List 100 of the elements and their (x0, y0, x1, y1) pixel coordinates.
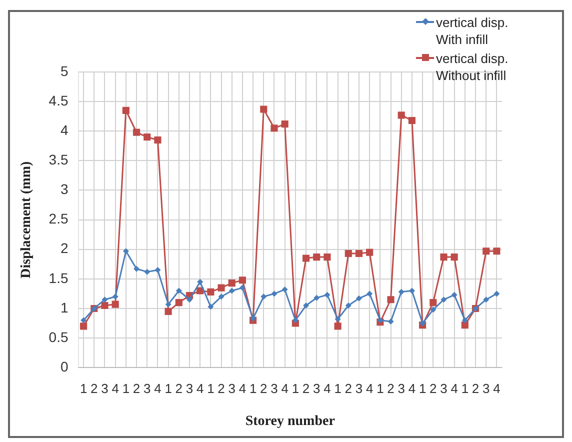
y-tick-label: 4 (60, 122, 68, 138)
x-tick-label: 3 (228, 380, 236, 396)
point (366, 290, 373, 297)
point (239, 284, 246, 291)
x-tick-label: 2 (90, 380, 98, 396)
x-tick-label: 4 (366, 380, 374, 396)
y-tick-label: 0.5 (48, 328, 68, 345)
point (80, 317, 87, 324)
point (292, 317, 298, 324)
point (132, 128, 140, 136)
x-tick-label: 4 (112, 380, 119, 396)
y-tick-label: 4.5 (48, 92, 68, 108)
point (112, 294, 118, 300)
point (387, 296, 394, 304)
point (122, 106, 130, 114)
y-tick-label: 3 (60, 181, 68, 198)
point (440, 296, 447, 303)
x-tick-label: 3 (312, 380, 320, 396)
x-tick-label: 1 (418, 380, 426, 396)
point (134, 266, 140, 272)
x-tick-label: 4 (408, 380, 416, 396)
x-tick-label: 3 (398, 380, 405, 396)
point (420, 320, 426, 326)
point (366, 248, 374, 256)
x-tick-label: 3 (101, 380, 108, 396)
y-tick-label: 5 (60, 62, 68, 79)
x-tick-label: 2 (218, 380, 225, 396)
y-tick-label: 3.5 (48, 152, 68, 168)
x-tick-label: 1 (249, 380, 257, 396)
x-tick-label: 2 (430, 380, 437, 396)
point (430, 306, 436, 313)
point (144, 133, 151, 141)
x-tick-label: 2 (344, 380, 352, 396)
point (313, 254, 320, 261)
x-tick-label: 2 (302, 380, 310, 396)
x-tick-label: 2 (175, 380, 183, 396)
point (356, 295, 362, 302)
x-tick-label: 2 (260, 380, 268, 396)
point (483, 296, 490, 303)
point (334, 316, 341, 322)
x-tick-label: 3 (270, 380, 278, 396)
point (197, 278, 204, 285)
point (493, 248, 500, 255)
point (450, 254, 458, 261)
point (175, 299, 182, 306)
x-tick-label: 2 (472, 380, 480, 396)
x-tick-label: 4 (154, 380, 162, 396)
x-tick-label: 3 (355, 380, 363, 396)
point (154, 136, 162, 144)
point (451, 292, 458, 298)
x-tick-label: 4 (450, 380, 458, 396)
point (324, 292, 330, 298)
x-tick-label: 1 (376, 380, 384, 396)
point (303, 302, 310, 309)
point (377, 317, 384, 324)
point (208, 304, 214, 310)
point (314, 294, 320, 301)
point (324, 254, 331, 261)
x-tick-label: 3 (440, 380, 448, 396)
y-tick-label: 1 (60, 299, 68, 316)
point (176, 288, 182, 294)
x-tick-label: 1 (207, 380, 214, 396)
point (461, 322, 468, 329)
x-tick-label: 4 (281, 380, 288, 396)
point (218, 294, 224, 300)
y-tick-label: 2 (60, 240, 68, 256)
point (271, 290, 278, 297)
point (440, 254, 448, 261)
point (228, 288, 235, 294)
x-tick-label: 1 (292, 380, 300, 396)
x-tick-label: 1 (122, 380, 130, 396)
point (218, 284, 225, 292)
point (494, 290, 500, 297)
point (102, 296, 108, 303)
x-tick-label: 4 (324, 380, 331, 396)
x-tick-label: 4 (238, 380, 246, 396)
y-tick-label: 2.5 (48, 210, 68, 227)
point (260, 294, 267, 300)
point (101, 302, 108, 310)
legend-label: vertical disp. Without infill (436, 50, 510, 84)
y-axis-title: Displacement (mm) (19, 160, 34, 278)
point (144, 268, 150, 275)
x-tick-label: 3 (186, 380, 194, 396)
point (398, 112, 405, 119)
point (281, 120, 288, 128)
point (408, 116, 416, 124)
x-tick-label: 1 (334, 380, 342, 396)
x-tick-label: 2 (132, 380, 140, 396)
x-tick-label: 1 (461, 380, 469, 396)
x-tick-label: 4 (493, 380, 500, 396)
point (186, 296, 192, 303)
point (207, 288, 214, 296)
point (112, 300, 119, 308)
point (260, 106, 268, 113)
point (430, 299, 437, 306)
y-tick-label: 0 (60, 358, 68, 374)
x-tick-label: 3 (482, 380, 490, 396)
point (388, 318, 394, 324)
point (165, 301, 172, 308)
point (482, 248, 490, 255)
